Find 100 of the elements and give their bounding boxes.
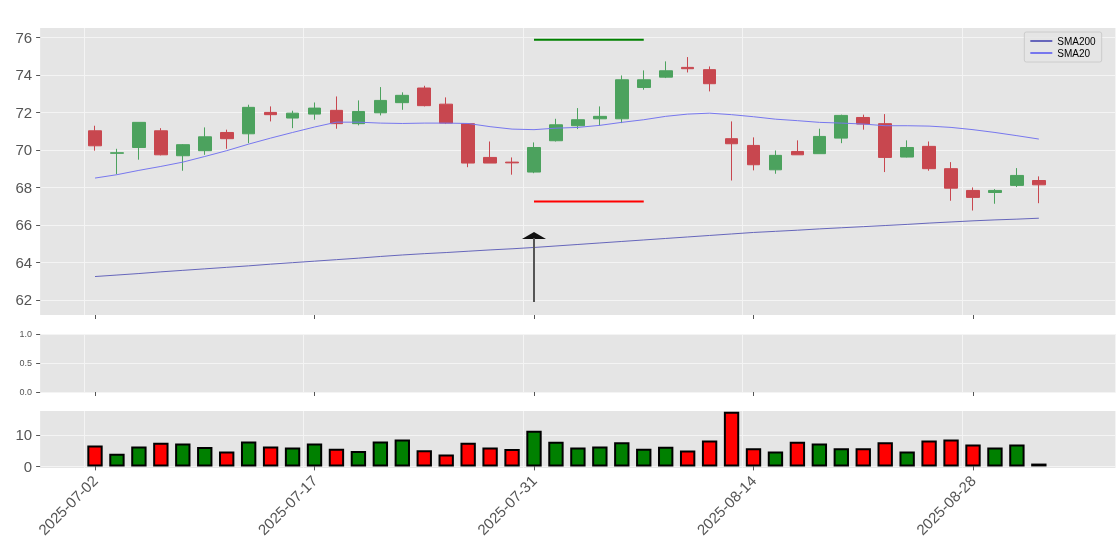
candlestick: [439, 96, 453, 125]
candlestick: [395, 91, 409, 111]
y-tick-label: 70: [15, 141, 33, 159]
candlestick: [88, 125, 102, 152]
candlestick: [549, 118, 563, 142]
candlestick: [791, 139, 804, 156]
candlestick: [878, 113, 892, 173]
candlestick: [198, 126, 212, 156]
y-tick-label: 74: [15, 66, 33, 84]
bar: [131, 446, 147, 467]
bar: [197, 447, 213, 467]
y-tick-label: 1.0: [19, 329, 33, 339]
bar: [701, 440, 718, 467]
candlestick: [527, 141, 541, 174]
bar: [109, 453, 125, 467]
bar: [679, 450, 696, 467]
candlestick: [593, 105, 607, 127]
candlestick: [659, 60, 673, 79]
bar: [745, 448, 762, 467]
candlestick: [374, 86, 387, 116]
bar: [636, 448, 652, 467]
line-series: [94, 112, 1040, 179]
candlestick: [988, 188, 1002, 205]
candlestick: [747, 136, 760, 171]
candlestick: [681, 56, 694, 73]
bar: [570, 447, 586, 467]
candlestick: [813, 128, 826, 155]
bar: [658, 446, 674, 467]
candlestick: [834, 114, 848, 144]
bar: [219, 451, 235, 467]
bar: [416, 450, 432, 467]
candlestick: [1032, 175, 1046, 204]
bar: [350, 450, 367, 467]
bar: [833, 448, 849, 467]
candlestick: [769, 149, 782, 175]
bar: [482, 447, 498, 467]
line-series: [94, 217, 1040, 278]
candlestick: [352, 99, 365, 126]
bar: [855, 448, 871, 467]
y-tick-label: 10: [15, 426, 33, 444]
candlestick: [242, 104, 255, 144]
bar: [811, 443, 828, 467]
candlestick: [110, 148, 124, 175]
bar: [87, 445, 103, 467]
y-tick-label: 0.5: [19, 358, 33, 368]
candlestick: [286, 110, 299, 129]
bar: [921, 440, 937, 467]
candlestick: [483, 140, 497, 164]
bar: [789, 441, 806, 467]
bar: [153, 442, 169, 467]
bar: [504, 449, 520, 467]
bar: [262, 446, 279, 467]
candlestick: [1010, 167, 1024, 188]
candlestick: [330, 95, 343, 130]
candlestick: [966, 186, 980, 212]
bar: [306, 443, 323, 467]
candlestick: [264, 105, 277, 122]
candlestick: [505, 156, 519, 176]
legend-label: SMA200: [1057, 35, 1097, 47]
y-tick-label: 62: [15, 291, 33, 309]
candlestick: [900, 139, 914, 158]
y-tick-label: 0.0: [19, 387, 33, 397]
bar: [723, 411, 740, 467]
y-tick-label: 72: [15, 103, 33, 121]
bar: [943, 439, 959, 467]
bar: [328, 448, 345, 467]
y-tick-label: 64: [15, 253, 33, 271]
candlestick: [220, 129, 234, 150]
candlestick: [922, 140, 936, 172]
bar: [394, 439, 410, 467]
bar: [877, 442, 893, 467]
bar: [372, 441, 389, 467]
bar: [548, 441, 564, 467]
bar: [1009, 444, 1025, 467]
bar: [592, 446, 608, 467]
y-tick-label: 66: [15, 216, 33, 234]
bar: [965, 444, 981, 467]
bar: [240, 441, 257, 467]
candlestick: [637, 69, 651, 91]
y-tick-label: 0: [23, 457, 33, 475]
candlestick: [725, 120, 738, 181]
candlestick: [571, 107, 585, 130]
y-tick-label: 68: [15, 178, 33, 196]
bar: [767, 451, 784, 467]
candlestick: [703, 65, 716, 92]
legend-label: SMA20: [1057, 47, 1091, 59]
bar: [438, 454, 454, 467]
candlestick: [615, 74, 629, 124]
bar: [987, 447, 1003, 467]
bar: [284, 447, 301, 467]
candlestick: [154, 127, 168, 156]
bar: [460, 442, 476, 467]
candlestick: [132, 121, 146, 161]
y-tick-label: 76: [15, 28, 33, 46]
candlestick: [417, 85, 431, 107]
bar: [899, 451, 915, 467]
candlestick: [308, 101, 321, 121]
candlestick: [944, 161, 958, 202]
bar: [175, 443, 191, 467]
candlestick: [461, 122, 475, 168]
